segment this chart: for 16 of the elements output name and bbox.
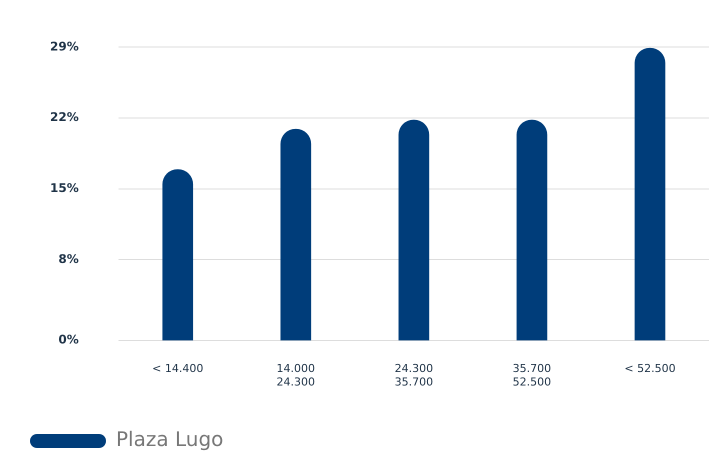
legend-label: Plaza Lugo bbox=[116, 427, 224, 452]
x-tick-label: 24.300 35.700 bbox=[394, 362, 434, 388]
y-tick-label: 0% bbox=[58, 332, 79, 347]
bar bbox=[162, 169, 194, 340]
x-tick-label: < 52.500 bbox=[624, 362, 676, 376]
y-tick-label: 15% bbox=[50, 180, 79, 195]
bar bbox=[516, 120, 548, 340]
y-tick-label: 22% bbox=[50, 110, 79, 124]
y-tick-label: 8% bbox=[58, 252, 79, 266]
bar bbox=[634, 48, 666, 340]
x-tick-label: 35.700 52.500 bbox=[512, 362, 552, 388]
bar bbox=[398, 120, 430, 340]
bar bbox=[280, 128, 312, 340]
x-tick-label: 14.000 24.300 bbox=[276, 362, 316, 388]
x-tick-label: < 14.400 bbox=[152, 362, 204, 376]
y-tick-label: 29% bbox=[50, 39, 79, 54]
